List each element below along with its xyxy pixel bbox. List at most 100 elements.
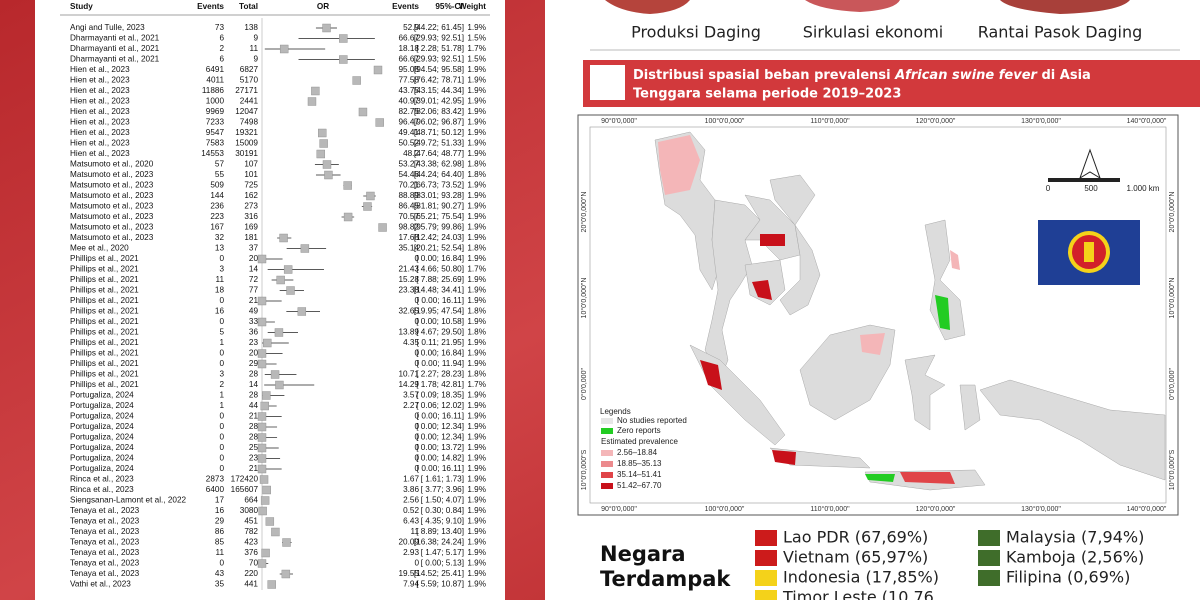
estimate-box (343, 181, 352, 190)
region-zero (865, 474, 895, 482)
ci: [83.01; 93.28] (414, 191, 464, 200)
ci: [43.15; 44.34] (414, 86, 464, 95)
study-label: Portugaliza, 2024 (70, 433, 134, 442)
events: 2873 (206, 475, 225, 484)
study-label: Portugaliza, 2024 (70, 412, 134, 421)
region-high (700, 360, 722, 390)
weight: 1.9% (467, 422, 486, 431)
estimate-box (300, 244, 310, 253)
estimate-box (322, 23, 331, 33)
estimate: 3.57 (403, 391, 419, 400)
events: 11 (216, 275, 225, 284)
study-label: Phillips et al., 2021 (70, 349, 139, 358)
weight: 1.9% (467, 76, 486, 85)
country-swatch (755, 570, 777, 586)
study-label: Hien et al., 2023 (70, 107, 130, 116)
study-label: Phillips et al., 2021 (70, 254, 139, 263)
estimate: 0 (414, 254, 419, 263)
lat-label: 10°0'0,000"S (580, 449, 588, 490)
study-label: Matsumoto et al., 2023 (70, 212, 154, 221)
lat-label: 20°0'0,000"N (580, 192, 588, 233)
ci: [49.72; 51.33] (414, 139, 464, 148)
ci: [14.52; 25.41] (414, 569, 464, 578)
weight: 1.9% (467, 475, 486, 484)
weight: 1.9% (467, 548, 486, 557)
weight: 1.9% (467, 454, 486, 463)
legend-swatch (601, 450, 613, 456)
estimate: 66.67 (399, 55, 420, 64)
weight: 1.9% (467, 580, 486, 589)
ci: [ 0.00; 11.94] (417, 359, 464, 368)
legend-label: Zero reports (617, 426, 661, 435)
estimate-box (257, 254, 267, 264)
weight: 1.7% (467, 380, 486, 389)
events: 6 (219, 55, 224, 64)
events: 6 (219, 34, 224, 43)
total: 28 (249, 422, 259, 431)
total: 5170 (240, 76, 259, 85)
total: 28 (249, 433, 259, 442)
study-label: Portugaliza, 2024 (70, 464, 134, 473)
lat-label: 10°0'0,000"N (1168, 278, 1176, 319)
total: 451 (244, 517, 258, 526)
region-low (860, 333, 885, 355)
weight: 1.5% (467, 34, 486, 43)
north-arrow (1079, 148, 1101, 180)
weight: 1.9% (467, 559, 486, 568)
map-text: 90°0'0,000" 90°0'0,000" 100°0'0,000" 100°0'… (580, 117, 1176, 513)
total: 72 (249, 275, 259, 284)
estimate: 35.14 (399, 244, 420, 253)
weight: 1.9% (467, 65, 486, 74)
column-header: Events (392, 2, 419, 11)
estimate: 21.43 (399, 265, 420, 274)
estimate: 52.9 (403, 23, 419, 32)
estimate: 0 (414, 443, 419, 452)
events: 0 (219, 349, 224, 358)
new-guinea (979, 379, 1166, 481)
study-label: Dharmayanti et al., 2021 (70, 34, 160, 43)
ci: [95.79; 99.86] (414, 223, 464, 232)
ci: [ 1.47; 5.17] (421, 548, 464, 557)
study-label: Hien et al., 2023 (70, 97, 130, 106)
total: 23 (249, 338, 259, 347)
lat-label: 0°0'0,000" (580, 368, 588, 400)
events: 11886 (202, 86, 225, 95)
map-legend (598, 405, 690, 489)
total: 664 (244, 496, 258, 505)
events: 0 (219, 422, 224, 431)
total: 15009 (235, 139, 258, 148)
estimate: 50.52 (399, 139, 420, 148)
weight: 1.9% (467, 506, 486, 515)
weight: 1.9% (467, 296, 486, 305)
events: 167 (210, 223, 224, 232)
ci: [19.95; 47.54] (414, 307, 464, 316)
estimate: 82.75 (399, 107, 420, 116)
country-label: Timor Leste (10,76 (782, 588, 934, 600)
total: 14 (249, 265, 259, 274)
estimate-box (267, 580, 276, 589)
ci: [ 5.59; 10.87] (416, 580, 464, 589)
estimate: 19.55 (399, 569, 420, 578)
weight: 1.7% (467, 44, 486, 53)
study-label: Tenaya et al., 2023 (70, 506, 140, 515)
ci: [76.42; 78.71] (414, 76, 464, 85)
column-header: 95%-CI (435, 2, 462, 11)
events: 144 (210, 191, 224, 200)
study-label: Hien et al., 2023 (70, 149, 130, 158)
study-label: Tenaya et al., 2023 (70, 569, 140, 578)
events: 3 (219, 265, 224, 274)
estimate-box (270, 370, 280, 379)
estimate: 0 (414, 359, 419, 368)
legend-swatch (601, 461, 613, 467)
estimate-box (363, 202, 372, 211)
weight: 1.9% (467, 202, 486, 211)
estimate: 6.43 (403, 517, 419, 526)
study-label: Portugaliza, 2024 (70, 443, 134, 452)
events: 0 (219, 412, 224, 421)
ci: [ 0.00; 16.84] (416, 254, 464, 263)
caption: Sirkulasi ekonomi (803, 23, 944, 42)
estimate: 3.86 (403, 485, 419, 494)
ci: [ 0.00; 14.82] (416, 454, 464, 463)
study-label: Phillips et al., 2021 (70, 380, 139, 389)
